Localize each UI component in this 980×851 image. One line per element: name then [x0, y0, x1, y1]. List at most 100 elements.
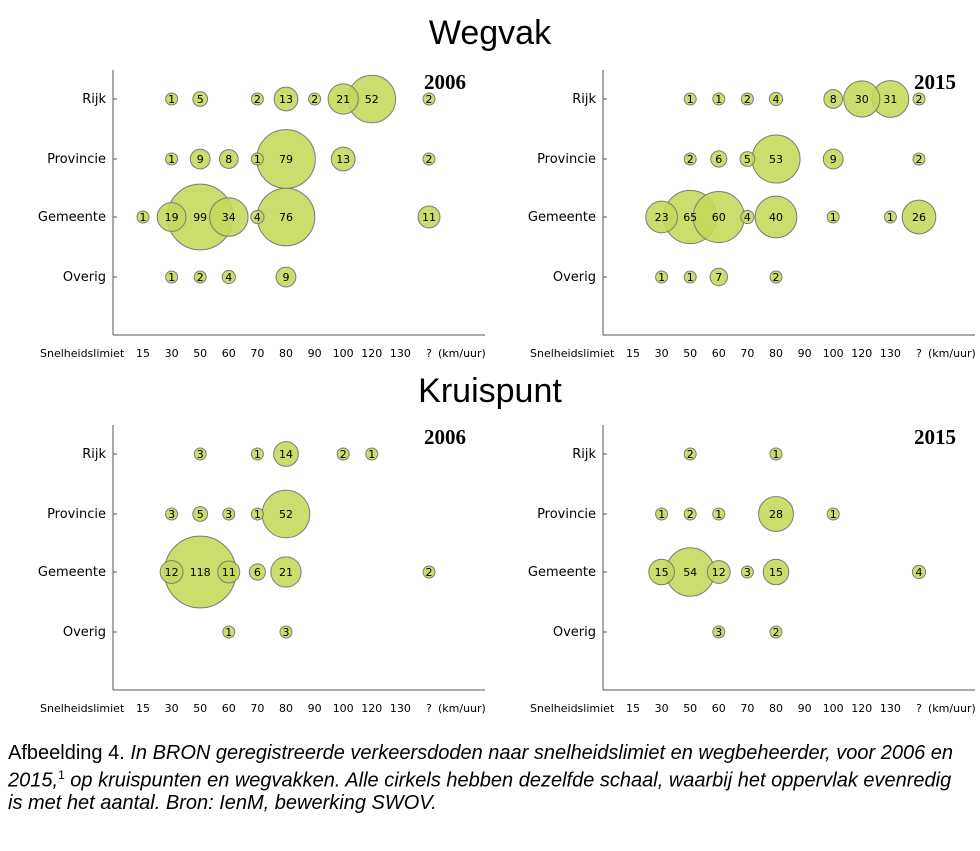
x-tick-label: 120 [361, 347, 382, 360]
bubble [826, 210, 840, 224]
x-tick-label: ? [916, 702, 922, 715]
bubble [712, 625, 726, 639]
bubble-value-label: 4 [773, 93, 780, 106]
y-category-label: Rijk [572, 447, 596, 462]
bubble [250, 507, 264, 521]
bubble [417, 205, 441, 229]
bubble-value-label: 3 [283, 626, 290, 639]
x-tick-label: 15 [626, 702, 640, 715]
x-axis-title: Snelheidslimiet [530, 347, 615, 360]
bubble [189, 148, 211, 170]
x-tick-label: 50 [193, 702, 207, 715]
bubble-value-label: 31 [883, 93, 897, 106]
x-tick-label: 70 [740, 702, 754, 715]
bubble-value-label: 14 [279, 448, 293, 461]
section-title-kruispunt: Kruispunt [418, 372, 562, 410]
bubble-value-label: 5 [197, 93, 204, 106]
bubble-value-label: 2 [916, 153, 923, 166]
bubble [165, 152, 179, 166]
bubble [273, 441, 299, 467]
bubble-value-label: 1 [254, 153, 261, 166]
bubble [762, 558, 790, 586]
bubble [769, 447, 783, 461]
x-axis-unit: (km/uur) [928, 347, 976, 360]
bubble [165, 92, 179, 106]
bubble [222, 625, 236, 639]
caption-text-2: op kruispunten en wegvakken. Alle cirkel… [8, 769, 952, 814]
bubble-value-label: 3 [715, 626, 722, 639]
bubble-value-label: 99 [193, 211, 207, 224]
bubble-value-label: 40 [769, 211, 783, 224]
x-tick-label: 50 [683, 702, 697, 715]
bubble [655, 270, 669, 284]
x-tick-label: 15 [136, 347, 150, 360]
bubble [193, 447, 207, 461]
bubble-value-label: 26 [912, 211, 926, 224]
caption-text-1: In BRON geregistreerde verkeersdoden naa… [8, 742, 954, 792]
x-tick-label: 90 [308, 702, 322, 715]
caption-footnote: 1 [58, 768, 65, 782]
bubble-value-label: 1 [658, 271, 665, 284]
x-tick-label: 80 [769, 702, 783, 715]
bubble [769, 270, 783, 284]
bubble [843, 80, 881, 118]
x-tick-label: 90 [798, 702, 812, 715]
bubble-value-label: 1 [830, 211, 837, 224]
bubble-value-label: 9 [830, 153, 837, 166]
bubble-value-label: 4 [254, 211, 261, 224]
bubble-value-label: 2 [744, 93, 751, 106]
bubble-value-label: 1 [887, 211, 894, 224]
bubble-value-label: 2 [426, 566, 433, 579]
bubble-value-label: 1 [658, 508, 665, 521]
x-tick-label: 70 [250, 702, 264, 715]
x-tick-label: 15 [626, 347, 640, 360]
bubble [273, 86, 299, 112]
x-axis-title: Snelheidslimiet [530, 702, 615, 715]
bubble-value-label: 28 [769, 508, 783, 521]
y-category-label: Overig [63, 270, 106, 285]
bubble [901, 199, 937, 235]
bubble [648, 558, 675, 586]
bubble-value-label: 13 [336, 153, 350, 166]
bubble [136, 210, 150, 224]
bubble-value-label: 30 [855, 93, 869, 106]
x-tick-label: 60 [712, 702, 726, 715]
x-tick-label: 70 [740, 347, 754, 360]
bubble-value-label: 7 [715, 271, 722, 284]
y-category-label: Overig [553, 270, 596, 285]
bubble [754, 195, 798, 239]
caption-lead: Afbeelding 4. [8, 742, 131, 764]
bubble [250, 209, 265, 225]
bubble [683, 92, 697, 106]
bubble [275, 266, 297, 288]
bubble [758, 496, 794, 532]
bubble [222, 507, 236, 521]
y-category-label: Provincie [537, 507, 596, 522]
bubble [209, 197, 249, 237]
bubble [883, 210, 897, 224]
x-tick-label: 60 [222, 347, 236, 360]
bubble-value-label: 1 [687, 93, 694, 106]
x-tick-label: 60 [222, 702, 236, 715]
bubble [655, 507, 669, 521]
bubble [710, 150, 728, 168]
bubble-value-label: 15 [769, 566, 783, 579]
bubble-value-label: 13 [279, 93, 293, 106]
bubble-value-label: 2 [197, 271, 204, 284]
bubble-value-label: 2 [311, 93, 318, 106]
x-tick-label: ? [426, 702, 432, 715]
bubble [912, 152, 926, 166]
bubble [250, 92, 264, 106]
bubble [165, 507, 179, 521]
y-category-label: Overig [553, 625, 596, 640]
y-category-label: Rijk [82, 92, 106, 107]
bubble-value-label: 3 [197, 448, 204, 461]
bubble [712, 507, 726, 521]
bubble-value-label: 34 [222, 211, 236, 224]
bubble-value-label: 21 [279, 566, 293, 579]
bubble [740, 92, 754, 106]
bubble [740, 209, 755, 225]
bubble-value-label: 1 [225, 626, 232, 639]
bubble-value-label: 21 [336, 93, 350, 106]
x-tick-label: 130 [880, 702, 901, 715]
